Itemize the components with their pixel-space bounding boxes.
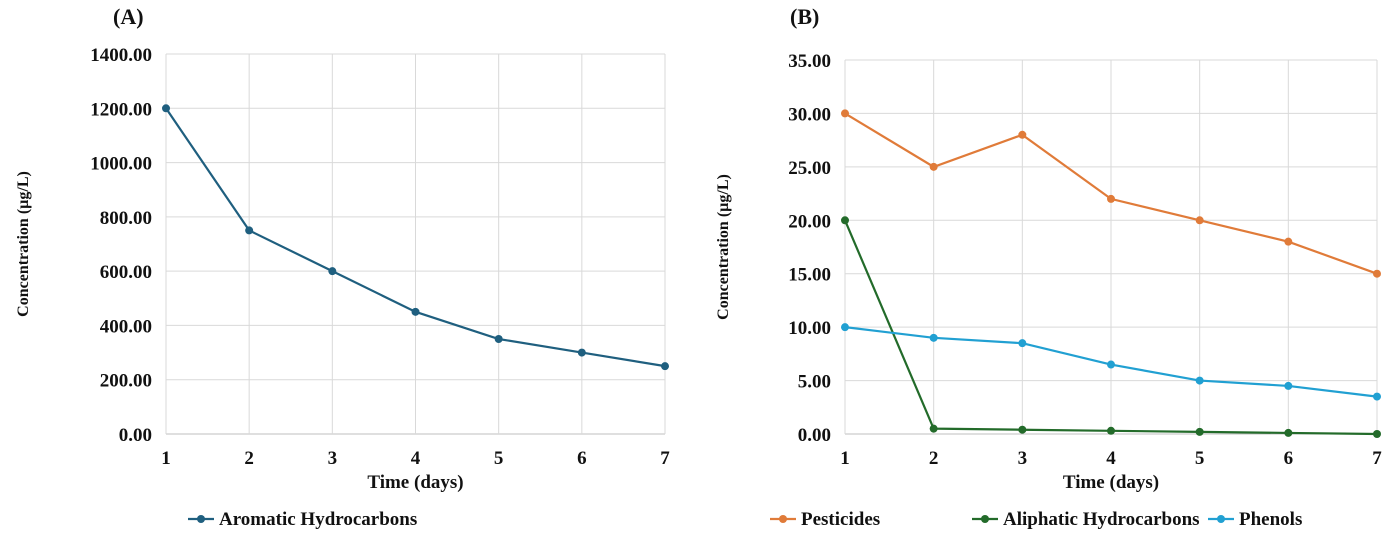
data-point: [1284, 381, 1293, 390]
legend-label: Aliphatic Hydrocarbons: [1003, 509, 1200, 530]
data-point: [1284, 428, 1293, 437]
x-tick-label: 6: [1284, 448, 1294, 469]
legend-marker: [981, 515, 989, 523]
y-tick-label: 0.00: [119, 425, 152, 446]
legend-marker: [779, 515, 787, 523]
panel-label: (A): [113, 4, 144, 29]
y-tick-label: 30.00: [788, 104, 831, 125]
x-axis-title: Time (days): [1063, 472, 1159, 493]
y-tick-label: 20.00: [788, 211, 831, 232]
legend-label: Aromatic Hydrocarbons: [219, 509, 417, 530]
y-tick-label: 5.00: [798, 372, 831, 393]
data-point: [494, 335, 503, 343]
x-tick-label: 4: [1106, 448, 1116, 469]
legend-label: Phenols: [1239, 509, 1302, 530]
y-tick-label: 1200.00: [90, 99, 152, 120]
data-point: [411, 307, 420, 316]
series-phenols: Phenols: [841, 323, 1381, 530]
data-point: [661, 362, 669, 371]
data-point: [929, 162, 938, 171]
series-pesticides: Pesticides: [770, 109, 1381, 530]
data-point: [1107, 360, 1115, 369]
data-point: [929, 424, 938, 433]
legend-marker: [1217, 515, 1225, 523]
x-tick-label: 4: [411, 448, 421, 469]
data-point: [841, 216, 849, 225]
y-tick-label: 1400.00: [90, 45, 152, 66]
chart-panel-b: (B) 0.00 5.00 10.00 15.00 20.00 25.00 30.00 35.0…: [715, 4, 1382, 530]
legend-marker: [197, 515, 205, 523]
y-axis-title: Concentration (µg/L): [15, 171, 32, 317]
x-tick-label: 7: [1372, 448, 1382, 469]
data-point: [162, 104, 170, 113]
x-tick-label: 3: [1018, 448, 1028, 469]
x-tick-label: 7: [660, 448, 670, 469]
data-point: [1373, 392, 1381, 401]
y-tick-label: 10.00: [788, 318, 831, 339]
y-tick-label: 800.00: [100, 208, 152, 229]
y-tick-label: 35.00: [788, 51, 831, 72]
data-point: [1195, 376, 1204, 385]
y-tick-label: 400.00: [100, 316, 152, 337]
x-tick-label: 2: [929, 448, 939, 469]
data-point: [1373, 430, 1381, 438]
data-point: [1373, 269, 1381, 278]
panel-label: (B): [790, 4, 819, 29]
y-tick-label: 15.00: [788, 265, 831, 286]
y-tick-label: 200.00: [100, 371, 152, 392]
data-point: [328, 267, 337, 276]
x-tick-label: 6: [577, 448, 587, 469]
series-aliphatic-hydrocarbons: Aliphatic Hydrocarbons: [841, 216, 1381, 530]
data-point: [1018, 130, 1027, 139]
data-point: [1284, 237, 1293, 246]
y-tick-label: 600.00: [100, 262, 152, 283]
x-axis-title: Time (days): [367, 472, 463, 493]
data-point: [1195, 216, 1204, 225]
legend-label: Pesticides: [801, 509, 880, 530]
x-tick-label: 1: [161, 448, 171, 469]
chart-panel-a: (A)0.00200.00400.00600.00800.001000.0012…: [15, 4, 670, 530]
data-point: [1107, 426, 1115, 435]
y-tick-label: 0.00: [798, 425, 831, 446]
data-point: [841, 323, 849, 332]
y-tick-label: 25.00: [788, 158, 831, 179]
x-tick-label: 3: [328, 448, 338, 469]
data-point: [1107, 194, 1115, 203]
series-aromatic-hydrocarbons: Aromatic Hydrocarbons: [162, 104, 669, 530]
x-tick-label: 5: [1195, 448, 1205, 469]
y-axis-title: Concentration (µg/L): [715, 174, 732, 320]
x-tick-label: 5: [494, 448, 504, 469]
x-tick-label: 2: [244, 448, 254, 469]
data-point: [1018, 425, 1027, 434]
x-tick-label: 1: [840, 448, 850, 469]
data-point: [841, 109, 849, 118]
y-tick-label: 1000.00: [90, 154, 152, 175]
data-point: [577, 348, 586, 357]
data-point: [929, 333, 938, 342]
data-point: [245, 226, 254, 235]
data-point: [1195, 427, 1204, 436]
data-point: [1018, 339, 1027, 348]
